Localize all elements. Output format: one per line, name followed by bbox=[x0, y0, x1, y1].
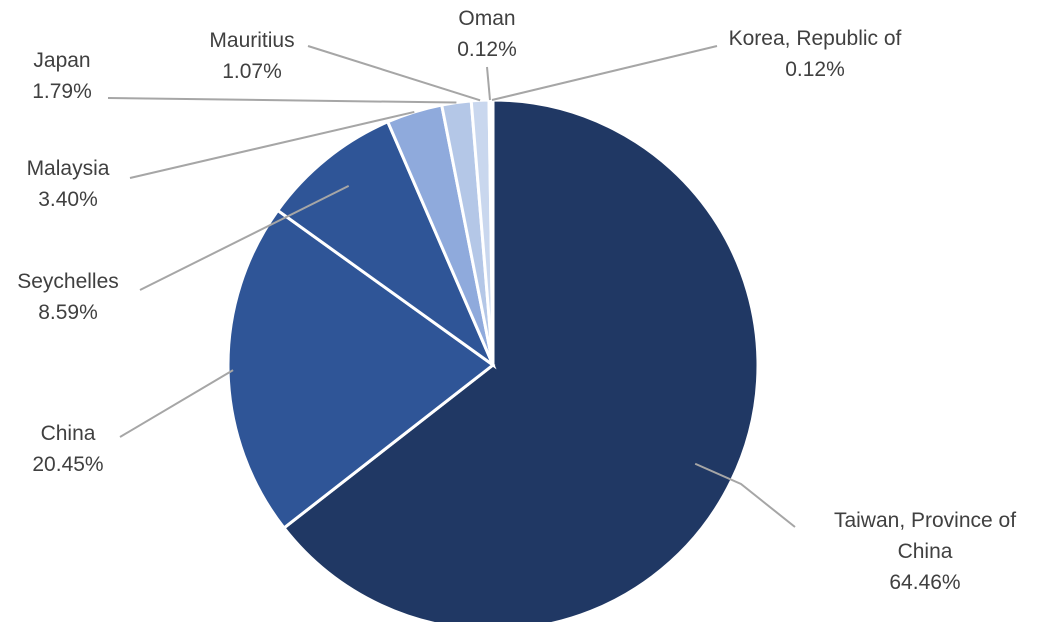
leader-line bbox=[129, 110, 415, 179]
data-label: Seychelles 8.59% bbox=[17, 270, 119, 324]
data-label-value: 8.59% bbox=[38, 301, 98, 324]
pie-slices bbox=[226, 98, 760, 622]
pie-slice-korea-republic-of bbox=[489, 98, 495, 366]
data-label-value: 64.46% bbox=[889, 571, 960, 594]
data-label-name: Korea, Republic of bbox=[729, 27, 902, 50]
leader-line bbox=[107, 97, 457, 104]
data-label: Mauritius 1.07% bbox=[209, 29, 294, 83]
data-labels: Taiwan, Province of China 64.46% China 20.45… bbox=[17, 7, 1016, 594]
data-label-name: Taiwan, Province of bbox=[834, 509, 1016, 532]
data-label-value: 20.45% bbox=[32, 453, 103, 476]
data-label-name: Oman bbox=[458, 7, 515, 30]
leader-line bbox=[119, 369, 234, 438]
leader-line bbox=[139, 185, 350, 291]
data-label-name: Malaysia bbox=[27, 157, 110, 180]
pie-slice-taiwan-province-of-china bbox=[281, 98, 760, 622]
data-label-value: 3.40% bbox=[38, 188, 98, 211]
data-label-name: China bbox=[898, 540, 953, 563]
data-label: Korea, Republic of 0.12% bbox=[729, 27, 902, 81]
data-label-name: Japan bbox=[33, 49, 90, 72]
data-label: Taiwan, Province of China 64.46% bbox=[834, 509, 1016, 594]
data-label: China 20.45% bbox=[32, 422, 103, 476]
data-label-value: 1.79% bbox=[32, 80, 92, 103]
leader-line bbox=[307, 45, 481, 102]
data-label: Oman 0.12% bbox=[457, 7, 517, 61]
leader-line bbox=[491, 45, 718, 101]
data-label-value: 1.07% bbox=[222, 60, 282, 83]
leader-line bbox=[694, 462, 796, 528]
data-label-name: Seychelles bbox=[17, 270, 119, 293]
pie-slice-china bbox=[226, 208, 496, 531]
data-label-name: China bbox=[41, 422, 96, 445]
data-label-name: Mauritius bbox=[209, 29, 294, 52]
data-label-value: 0.12% bbox=[785, 58, 845, 81]
pie-slice-seychelles bbox=[275, 119, 497, 370]
leader-line bbox=[486, 66, 491, 101]
data-label: Japan 1.79% bbox=[32, 49, 92, 103]
data-label-value: 0.12% bbox=[457, 38, 517, 61]
leader-lines bbox=[107, 45, 796, 528]
data-label: Malaysia 3.40% bbox=[27, 157, 110, 211]
